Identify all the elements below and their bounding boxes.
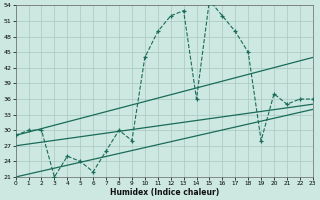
X-axis label: Humidex (Indice chaleur): Humidex (Indice chaleur) (109, 188, 219, 197)
